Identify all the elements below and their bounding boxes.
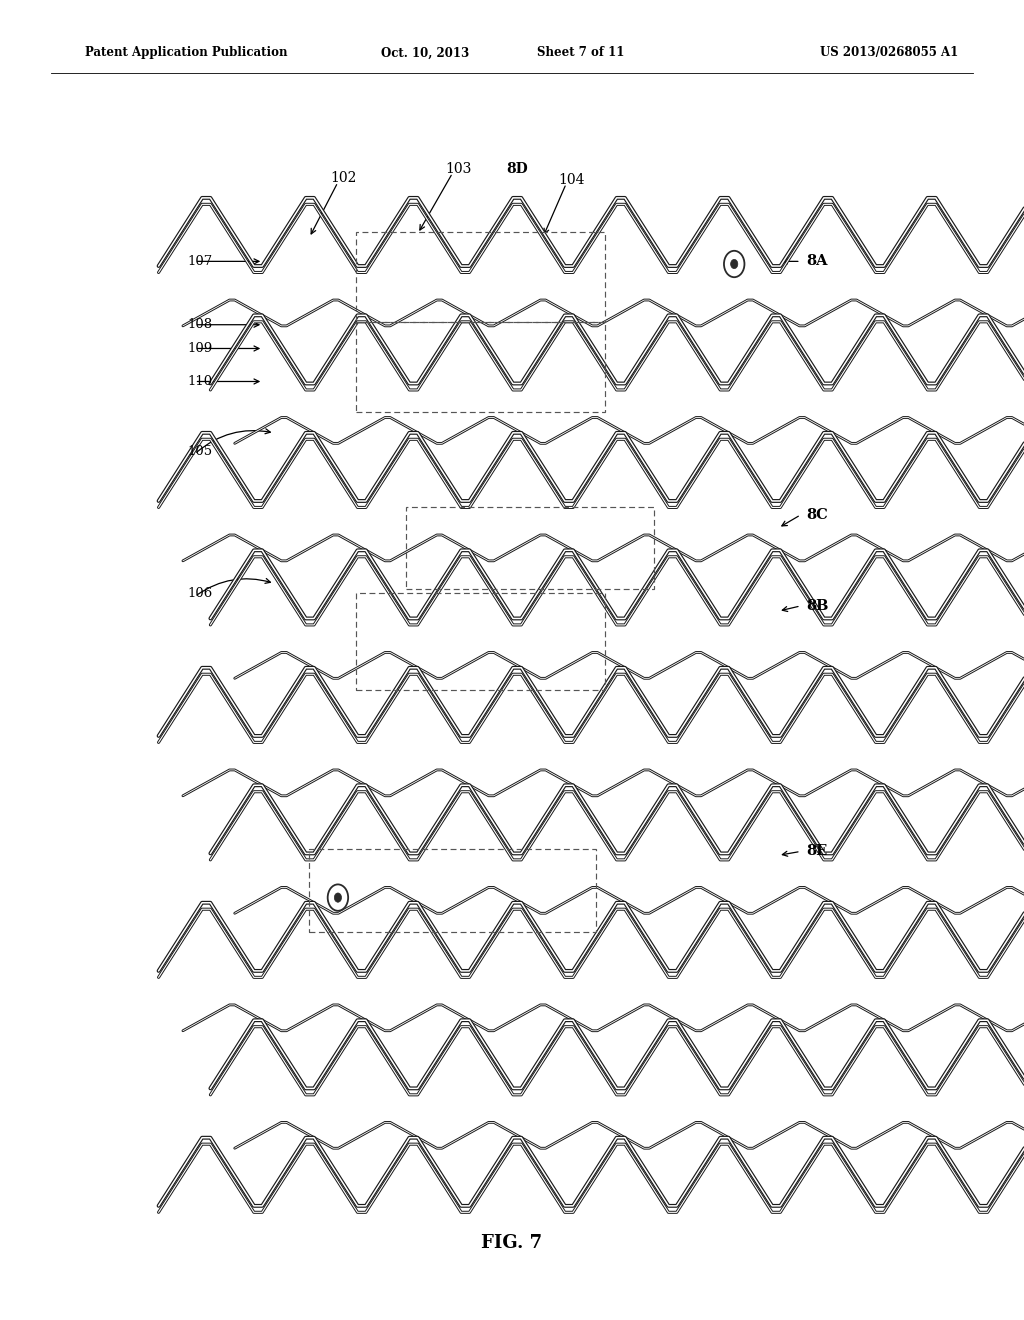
Text: Patent Application Publication: Patent Application Publication — [85, 46, 288, 59]
Text: 108: 108 — [187, 318, 212, 331]
Text: Oct. 10, 2013: Oct. 10, 2013 — [381, 46, 469, 59]
Text: 8D: 8D — [506, 162, 528, 176]
Circle shape — [731, 260, 737, 268]
Bar — [356, 232, 605, 322]
Text: 106: 106 — [187, 587, 212, 601]
Text: Sheet 7 of 11: Sheet 7 of 11 — [537, 46, 625, 59]
Text: US 2013/0268055 A1: US 2013/0268055 A1 — [819, 46, 958, 59]
Text: 103: 103 — [445, 162, 472, 176]
Bar — [356, 593, 605, 690]
Circle shape — [724, 251, 744, 277]
Circle shape — [328, 884, 348, 911]
Text: 105: 105 — [187, 445, 212, 458]
Text: 8E: 8E — [806, 845, 827, 858]
Bar — [309, 849, 596, 932]
Bar — [406, 507, 654, 589]
Text: 8C: 8C — [806, 508, 827, 521]
Text: 8B: 8B — [806, 599, 828, 612]
Text: 109: 109 — [187, 342, 212, 355]
Bar — [356, 322, 605, 412]
Text: 104: 104 — [558, 173, 585, 186]
Text: FIG. 7: FIG. 7 — [481, 1234, 543, 1253]
Text: 102: 102 — [330, 172, 356, 185]
Circle shape — [334, 892, 342, 903]
Text: 8A: 8A — [806, 255, 827, 268]
Text: 110: 110 — [187, 375, 212, 388]
Text: 107: 107 — [187, 255, 212, 268]
